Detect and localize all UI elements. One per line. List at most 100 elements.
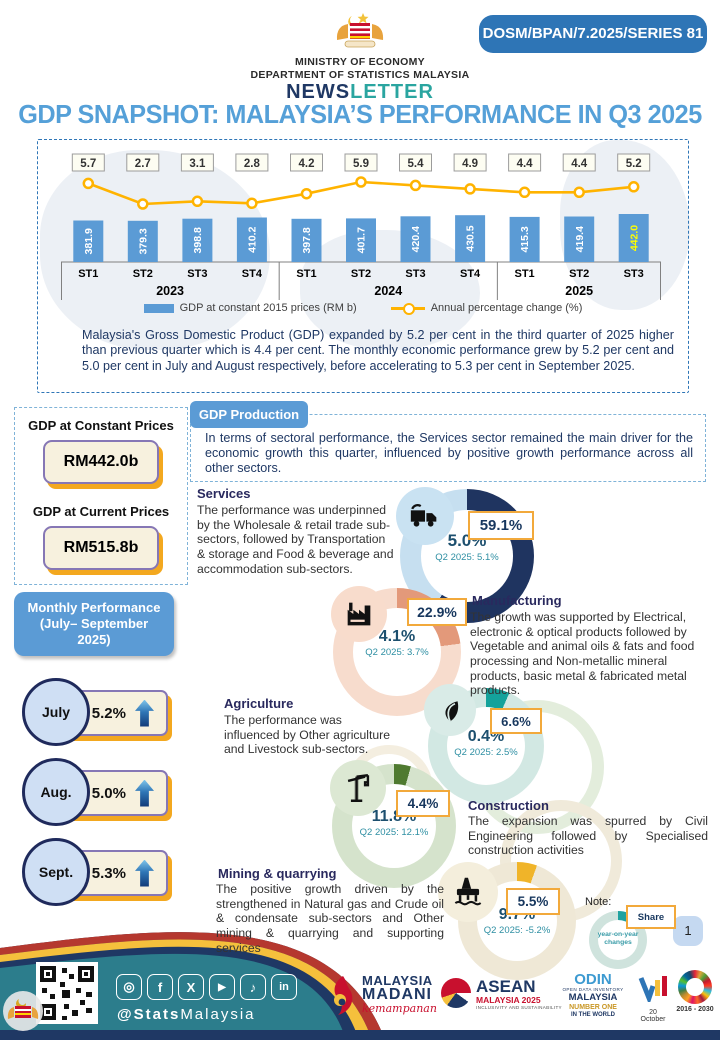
services-description: The performance was underpinned by the W… — [197, 503, 394, 576]
handle-rest: Malaysia — [180, 1006, 256, 1023]
svg-text:4.2: 4.2 — [299, 158, 315, 170]
handle-bold: @Stats — [117, 1006, 181, 1023]
svg-text:419.4: 419.4 — [574, 226, 586, 252]
up-arrow-icon — [135, 779, 154, 807]
august-growth-value: 5.0% — [91, 784, 126, 802]
svg-text:4.9: 4.9 — [462, 158, 478, 170]
mining-share-badge: 5.5% — [506, 888, 560, 915]
manufacturing-prev-quarter: Q2 2025: 3.7% — [365, 647, 429, 658]
manufacturing-heading: Manufacturing — [472, 593, 562, 608]
svg-text:ST3: ST3 — [405, 268, 425, 280]
odin-wordmark: ODIN — [574, 971, 612, 988]
note-label: Note: — [585, 896, 612, 908]
manufacturing-growth-block: 4.1% Q2 2025: 3.7% — [333, 628, 461, 658]
agriculture-share-badge: 6.6% — [490, 708, 542, 734]
ministry-label: MINISTRY OF ECONOMY — [295, 56, 425, 68]
agriculture-description: The performance was influenced by Other … — [224, 713, 390, 757]
monthly-header-line1: Monthly Performance — [27, 600, 161, 615]
construction-prev-quarter: Q2 2025: 12.1% — [359, 827, 429, 838]
newsletter-prefix: NEWS — [286, 81, 351, 103]
linkedin-icon[interactable]: in — [271, 974, 297, 1000]
plant-icon — [424, 684, 476, 736]
agriculture-prev-quarter: Q2 2025: 2.5% — [454, 747, 518, 758]
svg-text:5.9: 5.9 — [353, 158, 369, 170]
x-twitter-icon[interactable]: X — [178, 974, 204, 1000]
mining-donut: 5.5% 9.7% Q2 2025: -5.2% — [438, 862, 576, 980]
up-arrow-icon — [135, 859, 154, 887]
odin-malaysia: MALAYSIA — [568, 992, 618, 1003]
tiktok-icon[interactable]: ♪ — [240, 974, 266, 1000]
svg-text:5.4: 5.4 — [408, 158, 425, 170]
manufacturing-description: The growth was supported by Electrical, … — [470, 610, 695, 698]
mining-heading: Mining & quarrying — [218, 866, 337, 881]
newsletter-wordmark: NEWSLETTER — [0, 81, 720, 104]
madani-line3: kemampanan — [362, 1002, 437, 1015]
page-number: 1 — [673, 916, 703, 946]
svg-text:ST4: ST4 — [242, 268, 263, 280]
september-growth-value: 5.3% — [91, 864, 126, 882]
manufacturing-share-badge: 22.9% — [407, 598, 467, 626]
asean-tagline: INCLUSIVITY AND SUSTAINABILITY — [476, 1005, 562, 1011]
svg-text:2.7: 2.7 — [135, 158, 151, 170]
gdp-production-text: In terms of sectoral performance, the Se… — [190, 414, 706, 482]
chart-legend: GDP at constant 2015 prices (RM b) Annua… — [38, 302, 688, 315]
malaysia-coat-of-arms-logo — [330, 10, 390, 54]
gdp-summary-text: Malaysia's Gross Domestic Product (GDP) … — [82, 328, 674, 373]
social-icons-row: ◎ f X ▶ ♪ in — [116, 974, 297, 1000]
malaysia-crest-corner — [2, 990, 44, 1032]
factory-icon — [331, 586, 387, 642]
facebook-icon[interactable]: f — [147, 974, 173, 1000]
mining-prev-quarter: Q2 2025: -5.2% — [483, 925, 551, 936]
svg-text:5.2: 5.2 — [626, 158, 642, 170]
department-label: DEPARTMENT OF STATISTICS MALAYSIA — [250, 69, 470, 81]
svg-text:397.8: 397.8 — [301, 227, 313, 253]
svg-text:ST1: ST1 — [296, 268, 316, 280]
legend-line-series: Annual percentage change (%) — [390, 302, 582, 315]
youtube-icon[interactable]: ▶ — [209, 974, 235, 1000]
asean-year: MALAYSIA 2025 — [476, 995, 541, 1005]
legend-bar-series: GDP at constant 2015 prices (RM b) — [143, 302, 357, 314]
gdp-bar-line-chart: 381.9 379.3 398.8 410.2 397.8 401.7 420.4 430.5… — [61, 153, 661, 300]
crane-icon — [330, 760, 386, 816]
monthly-header-line2: (July– September — [39, 615, 149, 631]
svg-text:ST2: ST2 — [133, 268, 153, 280]
odin-number-one: NUMBER ONE — [569, 1003, 617, 1011]
svg-text:379.3: 379.3 — [137, 228, 149, 254]
wsd-date: 20 October — [640, 1009, 666, 1023]
svg-text:3.1: 3.1 — [189, 158, 206, 170]
instagram-icon[interactable]: ◎ — [116, 974, 142, 1000]
malaysia-madani-logo: MALAYSIA MADANI kemampanan — [330, 974, 437, 1016]
svg-text:5.7: 5.7 — [80, 158, 96, 170]
up-arrow-icon — [135, 699, 154, 727]
services-prev-quarter: Q2 2025: 5.1% — [435, 552, 499, 563]
svg-text:442.0: 442.0 — [628, 225, 640, 251]
current-prices-label: GDP at Current Prices — [32, 504, 170, 519]
svg-text:ST2: ST2 — [351, 268, 371, 280]
construction-share-badge: 4.4% — [396, 790, 450, 817]
svg-text:415.3: 415.3 — [519, 226, 531, 252]
world-statistics-day-logo: 20 October — [636, 972, 670, 1023]
mining-description: The positive growth driven by the streng… — [216, 882, 444, 955]
social-handle[interactable]: @StatsMalaysia — [117, 1006, 256, 1023]
footer-bottom-bar — [0, 1030, 720, 1040]
qr-code[interactable] — [36, 962, 98, 1024]
svg-text:ST3: ST3 — [624, 268, 644, 280]
svg-text:2023: 2023 — [156, 284, 184, 298]
svg-text:381.9: 381.9 — [83, 228, 95, 254]
odin-subtitle: OPEN DATA INVENTORY — [562, 987, 624, 992]
odin-in-the-world: IN THE WORLD — [571, 1011, 615, 1018]
yoy-line2: changes — [604, 938, 632, 946]
note-share-label: Share — [626, 905, 676, 929]
bar-swatch-icon — [143, 303, 174, 313]
legend-bar-label: GDP at constant 2015 prices (RM b) — [179, 302, 357, 314]
note-yoy-label: year-on-year changes — [589, 931, 647, 947]
madani-line2: MADANI — [362, 986, 432, 1003]
construction-heading: Construction — [468, 798, 549, 813]
september-badge: Sept. — [22, 838, 90, 906]
line-swatch-icon — [390, 303, 425, 315]
svg-text:ST1: ST1 — [78, 268, 98, 280]
series-badge: DOSM/BPAN/7.2025/SERIES 81 — [479, 15, 707, 53]
asean-2025-logo: ASEAN MALAYSIA 2025 INCLUSIVITY AND SUST… — [441, 978, 562, 1010]
svg-text:ST2: ST2 — [569, 268, 589, 280]
